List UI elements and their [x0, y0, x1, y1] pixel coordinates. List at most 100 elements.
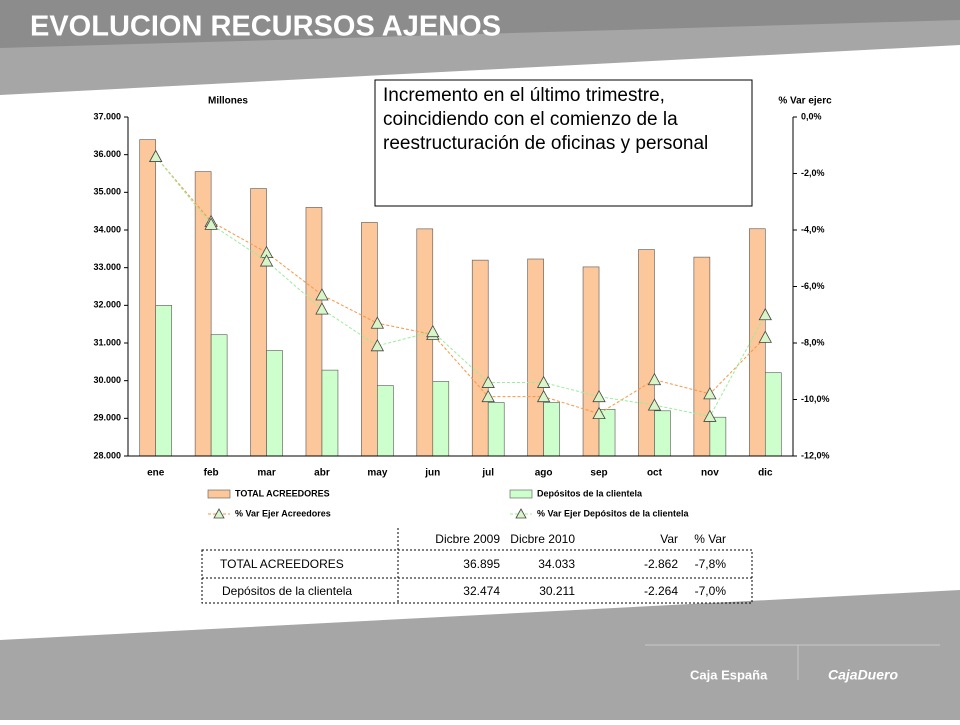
logo: CajaDuero	[828, 667, 898, 683]
logo: Caja España	[690, 667, 768, 682]
legend-label: % Var Ejer Acreedores	[235, 508, 331, 518]
legend-swatch	[207, 489, 231, 499]
legend-marker	[213, 508, 225, 519]
y2-tick-label: -4,0%	[801, 224, 825, 234]
annotation-text: Incremento en el último trimestre, coinc…	[383, 85, 709, 154]
bar	[266, 350, 283, 457]
bar	[709, 416, 727, 457]
marker	[758, 330, 772, 343]
bar	[305, 207, 323, 457]
marker	[370, 316, 385, 329]
bar	[377, 385, 394, 457]
chart: Millones % Var ejerc 28.000 29.000 30.000 31.…	[93, 96, 832, 519]
bar	[155, 305, 173, 457]
legend-label: % Var Ejer Depósitos de la clientela	[537, 508, 690, 518]
marker	[204, 217, 218, 230]
bar	[139, 139, 157, 457]
marker	[426, 324, 440, 338]
marker	[592, 389, 606, 403]
y-tick-label: 36.000	[93, 149, 121, 159]
bar	[527, 258, 544, 457]
x-tick-label: jun	[424, 468, 440, 479]
bar	[638, 249, 655, 457]
title: EVOLUCION RECURSOS AJENOS	[30, 11, 501, 43]
table-cell: Depósitos de la clientela	[222, 584, 352, 598]
y2-tick-label: 0,0%	[801, 111, 822, 121]
marker	[647, 398, 662, 411]
bar	[764, 372, 782, 457]
legend-label: TOTAL ACREEDORES	[235, 488, 330, 498]
y2-tick-label: -2,0%	[801, 168, 825, 178]
y-axis-label: Millones	[208, 96, 248, 107]
footer-band	[0, 590, 960, 720]
marker	[370, 338, 385, 352]
legend-swatch	[509, 489, 533, 499]
x-tick-label: mar	[257, 468, 275, 479]
table-frame	[201, 549, 753, 604]
marker	[315, 288, 329, 301]
table-cell: -2.264	[644, 584, 678, 598]
marker	[703, 387, 717, 400]
annotation-box	[374, 79, 753, 207]
table-header: Dicbre 2010	[510, 532, 575, 546]
marker	[703, 409, 717, 422]
bar	[432, 381, 450, 457]
y2-tick-label: -12,0%	[801, 450, 830, 460]
x-tick-label: jul	[481, 468, 494, 479]
y-tick-label: 34.000	[93, 224, 121, 234]
y-tick-label: 32.000	[93, 300, 121, 310]
y-tick-label: 28.000	[93, 450, 121, 460]
x-tick-label: ago	[535, 468, 553, 479]
bar	[321, 369, 339, 457]
table-cell: 32.474	[463, 584, 500, 598]
bar	[210, 334, 228, 457]
marker	[536, 375, 551, 388]
marker	[536, 389, 551, 403]
marker	[592, 406, 606, 420]
bar	[543, 402, 560, 457]
y-tick-label: 35.000	[93, 187, 121, 197]
x-tick-label: dic	[758, 468, 773, 479]
bar	[250, 188, 267, 457]
y-tick-label: 31.000	[93, 337, 121, 347]
bar	[693, 256, 711, 457]
x-tick-label: feb	[204, 468, 219, 479]
marker	[315, 302, 329, 315]
table-header: % Var	[694, 532, 726, 546]
y2-tick-label: -8,0%	[801, 337, 825, 347]
marker	[481, 389, 495, 403]
marker	[149, 149, 163, 162]
bar	[361, 222, 378, 457]
marker	[758, 307, 772, 321]
table-cell: -7,0%	[695, 584, 727, 598]
y2-tick-label: -10,0%	[801, 394, 830, 404]
x-tick-label: nov	[701, 468, 719, 479]
bar	[471, 259, 489, 457]
marker	[259, 254, 274, 267]
legend-label: Depósitos de la clientela	[537, 488, 643, 498]
bar	[194, 171, 212, 457]
x-tick-label: may	[367, 468, 387, 479]
line	[155, 156, 766, 418]
y-tick-label: 33.000	[93, 262, 121, 272]
table-cell: 34.033	[538, 557, 575, 571]
bar	[416, 228, 434, 457]
y2-tick-label: -6,0%	[801, 281, 825, 291]
x-tick-label: abr	[314, 468, 330, 479]
x-tick-label: oct	[647, 468, 663, 479]
annotation: Incremento en el último trimestre, coinc…	[383, 85, 709, 154]
bar	[582, 266, 600, 457]
marker	[647, 372, 662, 386]
header-band-dark	[0, 0, 960, 48]
table-cell: TOTAL ACREEDORES	[220, 557, 344, 571]
legend-marker	[515, 508, 527, 519]
y-tick-label: 30.000	[93, 375, 121, 385]
bar	[487, 402, 505, 457]
table-header: Dicbre 2009	[435, 532, 500, 546]
table-header: Var	[660, 532, 678, 546]
marker	[481, 375, 495, 388]
bar	[654, 410, 671, 457]
x-tick-label: ene	[147, 468, 165, 479]
table-cell: 30.211	[539, 584, 575, 598]
